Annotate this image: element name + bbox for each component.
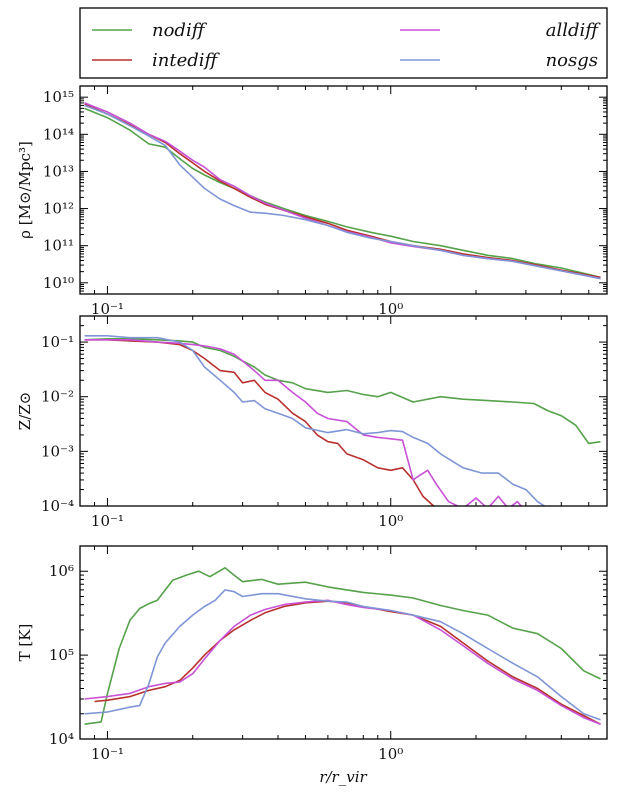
- density-ytick-label: 10¹³: [43, 162, 74, 180]
- metallicity-ytick-label: 10⁻¹: [41, 333, 74, 351]
- temperature-line-nosgs: [84, 589, 601, 721]
- legend: nodiff intediff alldiff nosgs: [79, 7, 608, 79]
- density-ytick-label: 10¹⁰: [43, 274, 74, 292]
- legend-entry-alldiff: alldiff: [400, 20, 601, 41]
- density-series: [84, 102, 601, 280]
- temperature-series: [84, 566, 601, 725]
- metallicity-line-nosgs: [84, 334, 546, 506]
- density-line-nodiff: [84, 107, 601, 279]
- metallicity-frame: [79, 315, 608, 507]
- density-line-intediff: [84, 103, 601, 279]
- legend-entry-intediff: intediff: [92, 50, 221, 71]
- density-ytick-label: 10¹⁵: [43, 88, 74, 106]
- metallicity-series: [84, 334, 601, 506]
- density-frame: [79, 85, 608, 295]
- metallicity-ytick-label: 10⁻³: [41, 442, 74, 460]
- metallicity-line-intediff: [84, 338, 435, 506]
- legend-label-nosgs: nosgs: [546, 50, 598, 71]
- temperature-ytick-label: 10⁵: [49, 646, 74, 664]
- metallicity-line-alldiff: [84, 338, 523, 506]
- temperature-xtick-label: 10⁻¹: [91, 745, 124, 763]
- density-ytick-label: 10¹²: [43, 200, 74, 218]
- density-xtick-label: 10⁰: [378, 300, 403, 318]
- temperature-line-nodiff: [84, 566, 601, 725]
- legend-frame: [79, 7, 608, 79]
- density-y-axis-label: ρ [M⊙/Mpc³]: [16, 141, 34, 239]
- density-ticks: [79, 85, 607, 295]
- metallicity-xtick-label: 10⁰: [378, 512, 403, 530]
- legend-label-alldiff: alldiff: [546, 20, 602, 41]
- density-ytick-label: 10¹⁴: [43, 125, 74, 143]
- metallicity-xtick-label: 10⁻¹: [91, 512, 124, 530]
- legend-entry-nodiff: nodiff: [92, 20, 208, 41]
- legend-label-nodiff: nodiff: [152, 20, 208, 41]
- density-line-nosgs: [84, 104, 601, 280]
- metallicity-ytick-label: 10⁻⁴: [41, 497, 74, 515]
- temperature-y-axis-label: T [K]: [16, 624, 34, 662]
- legend-label-intediff: intediff: [152, 50, 221, 71]
- temperature-ytick-label: 10⁶: [49, 562, 74, 580]
- density-line-alldiff: [84, 102, 601, 280]
- temperature-line-alldiff: [84, 599, 601, 725]
- temperature-panel: 10⁻¹ 10⁰ 10⁴ 10⁵ 10⁶ T [K]: [16, 545, 608, 763]
- temperature-xtick-label: 10⁰: [378, 745, 403, 763]
- density-panel: 10⁻¹ 10⁰ 10¹⁰ 10¹¹ 10¹² 10¹³ 10¹⁴ 10¹⁵ ρ [M⊙/Mpc…: [16, 85, 608, 318]
- legend-entry-nosgs: nosgs: [400, 50, 598, 71]
- temperature-ticks: [79, 545, 607, 740]
- metallicity-ticks: [79, 316, 607, 507]
- density-ytick-label: 10¹¹: [43, 237, 74, 255]
- metallicity-y-axis-label: Z/Z⊙: [16, 392, 34, 430]
- temperature-line-intediff: [94, 600, 601, 725]
- temperature-ytick-label: 10⁴: [49, 730, 74, 748]
- temperature-frame: [79, 545, 608, 740]
- density-xtick-label: 10⁻¹: [91, 300, 124, 318]
- metallicity-line-nodiff: [84, 337, 601, 445]
- metallicity-ytick-label: 10⁻²: [41, 388, 74, 406]
- x-axis-label: r/r_vir: [319, 768, 367, 786]
- metallicity-panel: 10⁻¹ 10⁰ 10⁻⁴ 10⁻³ 10⁻² 10⁻¹ Z/Z⊙: [16, 315, 608, 530]
